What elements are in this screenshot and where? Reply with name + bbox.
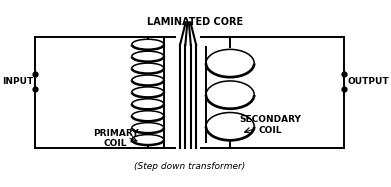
Text: (Step down transformer): (Step down transformer) (134, 162, 246, 171)
Text: LAMINATED CORE: LAMINATED CORE (147, 17, 243, 27)
Text: PRIMARY
COIL: PRIMARY COIL (93, 129, 138, 148)
Text: OUTPUT: OUTPUT (347, 77, 389, 86)
Text: SECONDARY
COIL: SECONDARY COIL (239, 115, 301, 135)
Text: INPUT: INPUT (2, 77, 34, 86)
